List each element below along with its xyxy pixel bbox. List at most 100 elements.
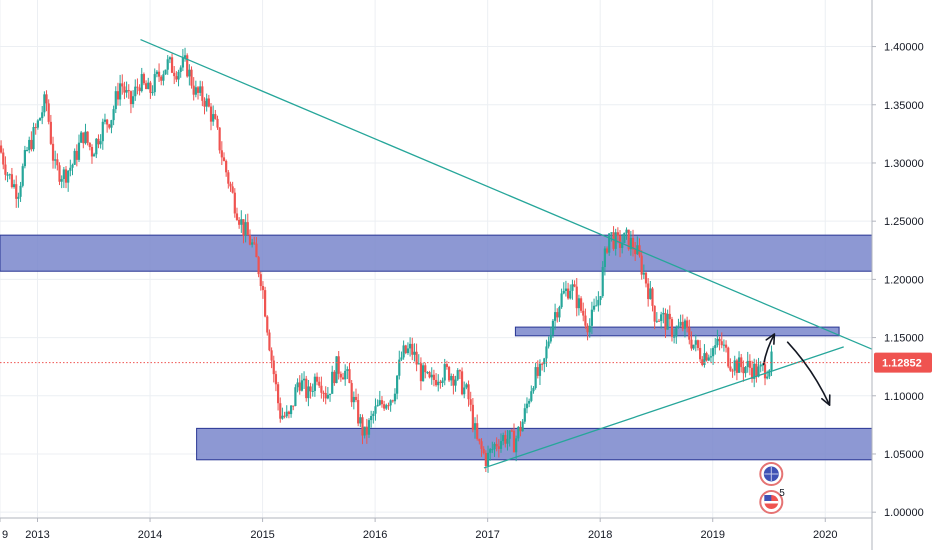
candle-body [313, 376, 316, 391]
candle [543, 357, 546, 373]
candle [69, 159, 72, 177]
candle-body [770, 351, 773, 371]
y-tick-label: 1.20000 [884, 274, 924, 286]
candle [415, 343, 418, 372]
candle [281, 407, 284, 420]
candle-body [10, 174, 14, 188]
candle-body [480, 441, 483, 449]
candle-body [21, 166, 24, 186]
candle [456, 368, 459, 381]
candle-body [467, 384, 470, 400]
candle [19, 181, 22, 202]
candle [673, 328, 676, 344]
candle-body [326, 394, 329, 399]
candle-body [93, 154, 96, 157]
candle [181, 49, 184, 72]
candle [385, 403, 388, 410]
candle [80, 130, 83, 144]
candle [199, 80, 202, 97]
candle [43, 91, 46, 117]
candle [742, 360, 745, 382]
candle [467, 380, 470, 407]
candle-body [554, 312, 557, 321]
candle [231, 181, 234, 194]
candle-body [25, 149, 29, 151]
candle-body [450, 375, 453, 381]
candle-body [497, 446, 500, 449]
candle [489, 447, 492, 461]
candle-body [707, 357, 710, 361]
candle-body [393, 393, 397, 402]
candle [750, 360, 754, 383]
candle [203, 97, 206, 115]
y-tick-label: 1.00000 [884, 507, 924, 519]
candle [108, 123, 111, 130]
candle [409, 337, 412, 357]
candle [136, 78, 139, 95]
candle [300, 373, 303, 392]
candle-body [162, 74, 165, 81]
candle [722, 339, 726, 352]
candle-body [434, 379, 438, 386]
candle-body [34, 127, 37, 129]
candle-body [344, 370, 347, 380]
candle [344, 364, 347, 386]
candle [222, 152, 226, 162]
candle [23, 145, 26, 169]
candle-body [307, 386, 310, 399]
candle [151, 85, 154, 96]
candle [168, 56, 171, 64]
candle-body [595, 305, 598, 307]
candle [653, 305, 656, 330]
candle-body [647, 283, 650, 300]
candle-body [688, 327, 691, 340]
candle-body [372, 413, 375, 416]
candle-body [116, 91, 120, 100]
descending-trendline [140, 38, 873, 350]
candle [486, 445, 490, 473]
candle-body [471, 404, 474, 430]
upper-resistance-zone [0, 234, 873, 272]
candle-body [196, 87, 200, 93]
candle [666, 309, 669, 330]
candle-body [62, 169, 65, 180]
candle-body [534, 367, 537, 389]
lower-support-zone [196, 427, 873, 461]
candle-body [17, 196, 20, 199]
candle-body [419, 363, 423, 382]
candle [34, 123, 37, 135]
candle [253, 236, 256, 245]
candle [339, 371, 342, 382]
candle-body [238, 219, 241, 225]
candle [627, 229, 630, 251]
candle-body [556, 312, 559, 318]
candle-body [610, 232, 613, 234]
candle-body [38, 118, 42, 121]
candle [443, 358, 446, 386]
candle [266, 315, 269, 336]
candle-body [445, 364, 448, 367]
candle-body [439, 381, 442, 383]
candle-body [737, 357, 741, 373]
candle [147, 77, 150, 90]
candle-body [742, 367, 745, 374]
candle [175, 71, 178, 83]
candle [183, 47, 187, 62]
candle-body [119, 83, 122, 100]
candle [426, 371, 429, 375]
candle [731, 368, 734, 378]
candle-body [292, 405, 295, 407]
candle [389, 399, 392, 412]
candle-body [530, 391, 533, 401]
candle-body [521, 421, 524, 432]
candle-body [720, 341, 723, 346]
candle [134, 79, 137, 101]
candle-body [2, 152, 5, 165]
candle [504, 430, 507, 448]
candle-body [763, 364, 767, 379]
candle-body [634, 249, 637, 255]
candle-body [231, 186, 234, 193]
candle [357, 393, 360, 427]
